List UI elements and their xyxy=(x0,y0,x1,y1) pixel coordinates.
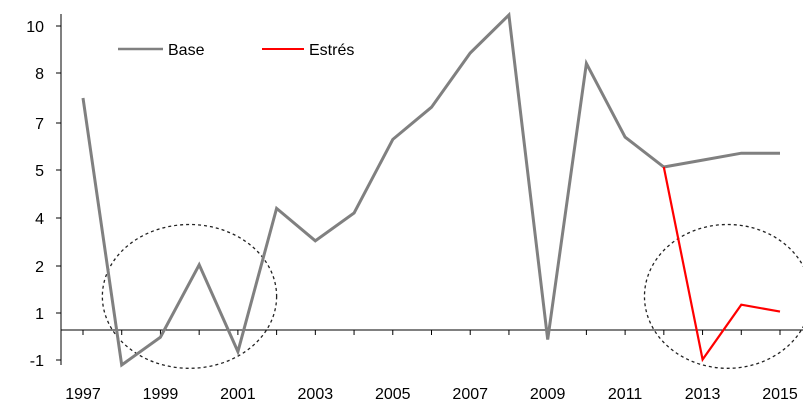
legend: Base Estrés xyxy=(118,42,354,59)
y-tick-label: 1 xyxy=(35,306,44,323)
x-tick-label: 2011 xyxy=(608,386,643,403)
series-line-estres xyxy=(662,166,781,363)
y-tick-label: 10 xyxy=(26,19,44,36)
dashed-ellipse-annotation xyxy=(643,223,803,369)
y-tick-label: 7 xyxy=(35,116,44,133)
x-tick-label: 2005 xyxy=(375,386,411,403)
y-tick-label: 8 xyxy=(35,66,44,83)
y-tick-label: -1 xyxy=(30,353,44,370)
x-tick-label: 2003 xyxy=(298,386,334,403)
annotation-group xyxy=(101,223,803,369)
x-tick-label: 2013 xyxy=(685,386,721,403)
y-tick-label: 4 xyxy=(35,211,44,228)
x-tick-label: 2015 xyxy=(762,386,798,403)
series-line-base xyxy=(81,11,780,368)
x-tick-label: 1999 xyxy=(143,386,179,403)
y-tick-label: 2 xyxy=(35,259,44,276)
x-tick-label: 2001 xyxy=(220,386,256,403)
series-group xyxy=(81,11,781,368)
dashed-ellipse-annotation xyxy=(101,223,278,369)
x-tick-label: 2009 xyxy=(530,386,566,403)
y-tick-label: 5 xyxy=(35,163,44,180)
legend-label-estres: Estrés xyxy=(309,42,354,59)
y-tick-group: 10 8 7 5 4 2 1 -1 xyxy=(26,19,61,370)
x-tick-group: 1997 1999 2001 2003 2005 2007 2009 2011 2013 2015 xyxy=(65,330,798,403)
x-tick-label: 2007 xyxy=(452,386,488,403)
x-tick-label: 1997 xyxy=(65,386,101,403)
legend-label-base: Base xyxy=(168,42,205,59)
